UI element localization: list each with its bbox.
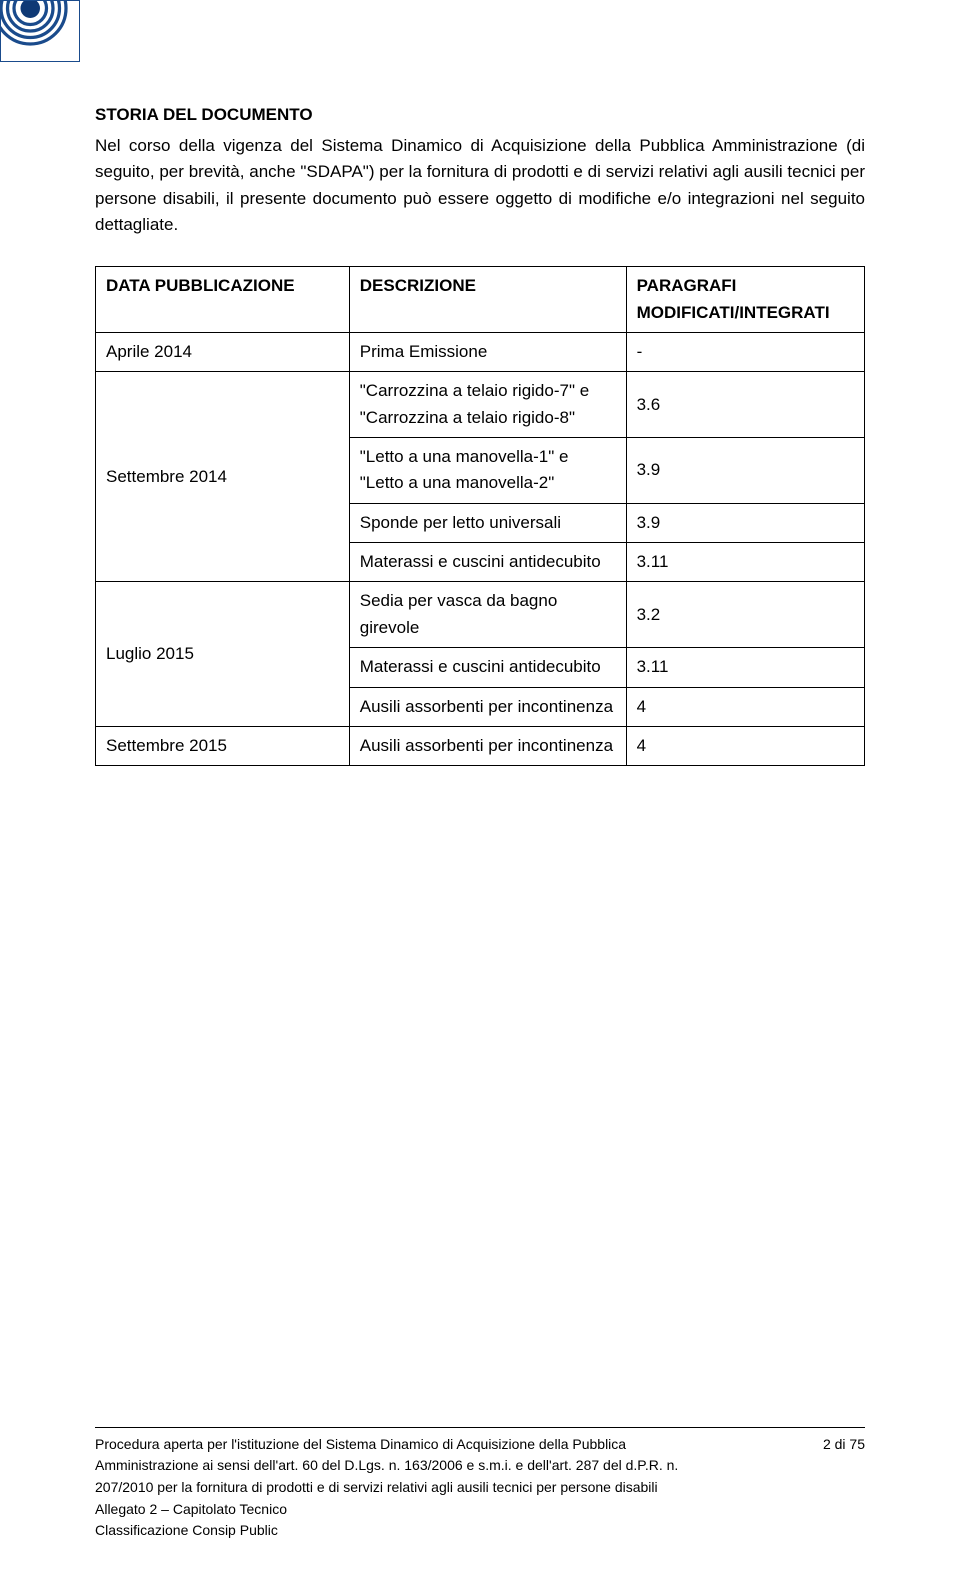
footer-line-5: Classificazione Consip Public — [95, 1520, 865, 1542]
cell-par: 3.6 — [626, 372, 864, 438]
cell-desc: Sedia per vasca da bagno girevole — [349, 582, 626, 648]
cell-desc: "Letto a una manovella-1" e "Letto a una… — [349, 438, 626, 504]
th-date: DATA PUBBLICAZIONE — [96, 267, 350, 333]
cell-date: Settembre 2015 — [96, 726, 350, 765]
cell-date: Aprile 2014 — [96, 333, 350, 372]
th-par-line1: PARAGRAFI — [637, 276, 737, 295]
publication-table: DATA PUBBLICAZIONE DESCRIZIONE PARAGRAFI… — [95, 266, 865, 766]
footer-line-2: Amministrazione ai sensi dell'art. 60 de… — [95, 1455, 865, 1477]
th-par-line2: MODIFICATI/INTEGRATI — [637, 303, 830, 322]
cell-desc: Ausili assorbenti per incontinenza — [349, 687, 626, 726]
page-footer: 2 di 75 Procedura aperta per l'istituzio… — [95, 1427, 865, 1542]
footer-line-4: Allegato 2 – Capitolato Tecnico — [95, 1499, 865, 1521]
table-row: Aprile 2014 Prima Emissione - — [96, 333, 865, 372]
table-row: Settembre 2014 "Carrozzina a telaio rigi… — [96, 372, 865, 438]
cell-desc: Materassi e cuscini antidecubito — [349, 543, 626, 582]
cell-par: 4 — [626, 726, 864, 765]
logo — [0, 0, 80, 62]
cell-desc: Prima Emissione — [349, 333, 626, 372]
table-row: Settembre 2015 Ausili assorbenti per inc… — [96, 726, 865, 765]
table-row: Luglio 2015 Sedia per vasca da bagno gir… — [96, 582, 865, 648]
cell-par: - — [626, 333, 864, 372]
cell-desc: Materassi e cuscini antidecubito — [349, 648, 626, 687]
th-desc: DESCRIZIONE — [349, 267, 626, 333]
cell-par: 3.2 — [626, 582, 864, 648]
cell-date: Settembre 2014 — [96, 372, 350, 582]
cell-par: 3.11 — [626, 648, 864, 687]
cell-par: 3.9 — [626, 503, 864, 542]
cell-par: 3.9 — [626, 438, 864, 504]
doc-history-heading: STORIA DEL DOCUMENTO — [95, 105, 865, 125]
cell-desc: "Carrozzina a telaio rigido-7" e "Carroz… — [349, 372, 626, 438]
th-par: PARAGRAFI MODIFICATI/INTEGRATI — [626, 267, 864, 333]
cell-par: 4 — [626, 687, 864, 726]
spiral-icon — [1, 0, 79, 62]
intro-paragraph: Nel corso della vigenza del Sistema Dina… — [95, 133, 865, 238]
cell-date: Luglio 2015 — [96, 582, 350, 726]
table-header-row: DATA PUBBLICAZIONE DESCRIZIONE PARAGRAFI… — [96, 267, 865, 333]
footer-line-3: 207/2010 per la fornitura di prodotti e … — [95, 1477, 865, 1499]
cell-par: 3.11 — [626, 543, 864, 582]
footer-line-1: Procedura aperta per l'istituzione del S… — [95, 1436, 626, 1452]
cell-desc: Ausili assorbenti per incontinenza — [349, 726, 626, 765]
page-number: 2 di 75 — [823, 1434, 865, 1456]
cell-desc: Sponde per letto universali — [349, 503, 626, 542]
